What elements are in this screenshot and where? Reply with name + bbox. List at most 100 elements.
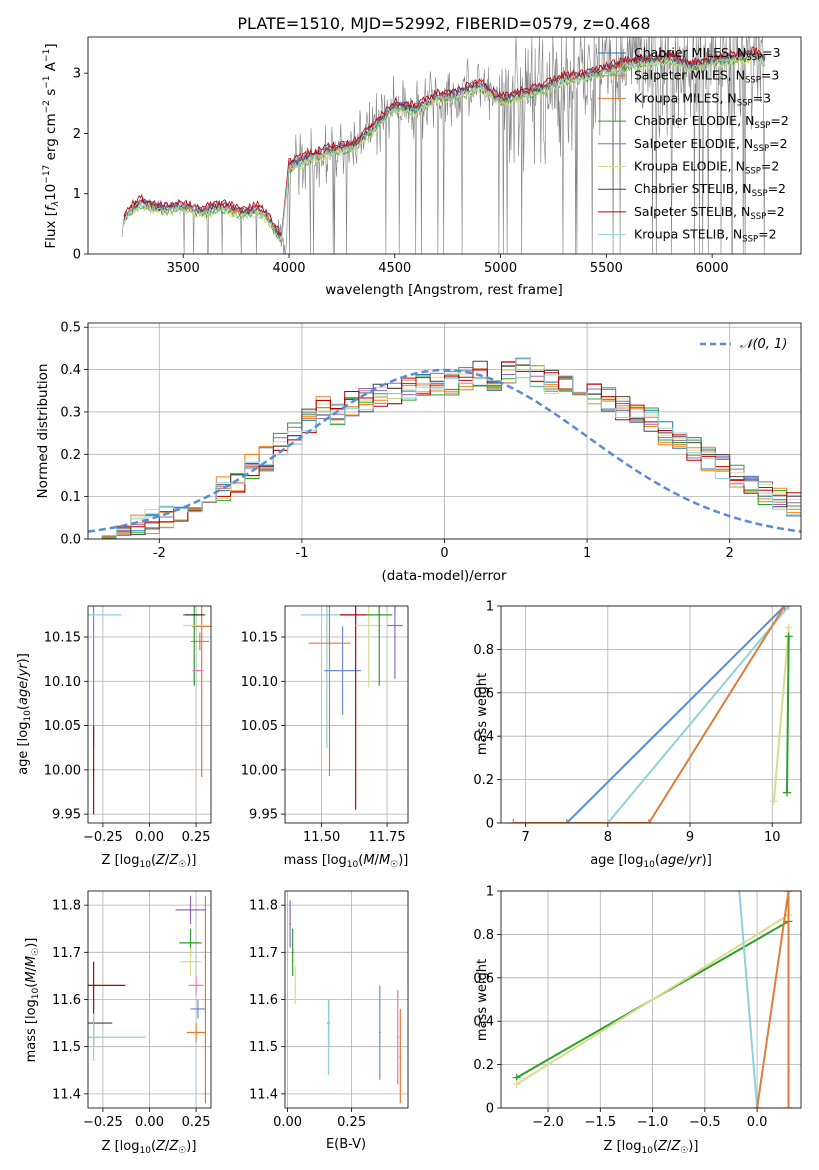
residual-y-ticks: 0.0 0.1 0.2 0.3 0.4 0.5 (60, 321, 88, 548)
mass-weight-vs-z-x-ticks: −2.0 −1.5 −1.0 −0.5 0.0 (532, 1108, 767, 1130)
data-point (193, 613, 196, 616)
x-tick-label: 0.25 (337, 1115, 366, 1130)
weight-line (772, 627, 790, 802)
weight-line (566, 606, 786, 823)
legend-label: Salpeter ELODIE, NSSP=2 (634, 136, 788, 154)
x-tick-label: 7 (522, 830, 530, 845)
data-point (328, 642, 331, 645)
legend-label: Salpeter STELIB, NSSP=2 (634, 204, 785, 222)
age-vs-z-plot-area (88, 606, 211, 823)
y-tick-label: 11.7 (249, 946, 278, 961)
data-point (204, 998, 207, 1001)
legend-count: =2 (770, 113, 788, 128)
grid-lines (285, 606, 408, 823)
residual-x-label: (data-model)/error (381, 568, 507, 584)
mass-weight-vs-z-y-ticks: 0 0.2 0.4 0.6 0.8 1 (473, 885, 501, 1117)
legend-label: Kroupa MILES, NSSP=3 (634, 90, 771, 108)
y-tick-label: 0.5 (60, 321, 81, 336)
weight-marker (753, 1104, 762, 1108)
age-vs-mass-y-ticks: 9.95 10.00 10.05 10.10 10.15 (241, 631, 285, 823)
legend-subscript: SSP (737, 98, 753, 108)
x-tick-label: 3500 (167, 261, 200, 276)
data-point (189, 908, 192, 911)
weight-marker (644, 819, 653, 823)
data-point (92, 613, 95, 616)
residual-x-ticks: -2 -1 0 1 2 (153, 539, 734, 561)
spectrum-frame (87, 36, 802, 255)
y-tick-label: 11.5 (52, 1040, 81, 1055)
x-tick-label: 5000 (484, 261, 517, 276)
legend-count: =3 (753, 90, 771, 105)
weight-marker (783, 788, 792, 797)
y-tick-label: 11.6 (249, 993, 278, 1008)
data-point (196, 1007, 199, 1010)
data-point (189, 941, 192, 944)
mass-weight-vs-age-panel: 7 8 9 10 0 0.2 0.4 0.6 0.8 1 age [log10(age/yr)]… (473, 600, 802, 870)
y-tick-label: 11.6 (52, 993, 81, 1008)
legend-label: Chabrier STELIB, NSSP=2 (634, 181, 786, 199)
x-tick-label: 11.50 (303, 830, 340, 845)
y-tick-label: 2 (73, 127, 81, 142)
y-tick-label: 0.0 (60, 533, 81, 548)
x-tick-label: 4500 (378, 261, 411, 276)
y-tick-label: 3 (73, 67, 81, 82)
y-tick-label: 0.2 (473, 773, 494, 788)
residual-legend: 𝒩(0, 1) (700, 337, 787, 352)
mass-vs-ebv-y-ticks: 11.4 11.5 11.6 11.7 11.8 (249, 899, 285, 1102)
normal-curve (87, 368, 802, 533)
mass-weight-vs-z-frame (500, 890, 802, 1109)
age-vs-z-panel: −0.25 0.00 0.25 9.95 10.00 10.05 10.10 10.15 Z… (16, 605, 212, 870)
y-tick-label: 10.00 (44, 763, 81, 778)
y-tick-label: 0.6 (473, 686, 494, 701)
mass-vs-z-y-ticks: 11.4 11.5 11.6 11.7 11.8 (52, 899, 88, 1102)
weight-marker (562, 819, 571, 823)
residual-plot-area (87, 323, 802, 540)
mass-vs-ebv-x-ticks: 0.00 0.25 (273, 1108, 366, 1130)
y-tick-label: 0.3 (60, 405, 81, 420)
y-tick-label: 10.15 (241, 631, 278, 646)
legend-label: Chabrier ELODIE, NSSP=2 (634, 113, 789, 131)
mass-vs-ebv-x-label: E(B-V) (326, 1137, 366, 1152)
y-tick-label: 0.8 (473, 643, 494, 658)
weight-line (513, 606, 786, 823)
age-vs-mass-frame (284, 605, 409, 824)
normal-legend-label: 𝒩(0, 1) (740, 337, 787, 352)
legend-subscript: SSP (746, 53, 762, 63)
residual-panel: -2 -1 0 1 2 0.0 0.1 0.2 0.3 0.4 0.5 (data-model)/… (35, 321, 802, 584)
data-point (196, 669, 199, 672)
weight-marker (509, 819, 518, 823)
spectrum-x-label: wavelength [Angstrom, rest frame] (325, 282, 563, 298)
x-tick-label: −0.25 (83, 830, 123, 845)
legend-label: Kroupa ELODIE, NSSP=2 (634, 159, 779, 177)
mass-weight-vs-age-frame (500, 605, 802, 824)
age-vs-z-x-ticks: −0.25 0.00 0.25 (83, 823, 211, 845)
y-tick-label: 1 (486, 600, 494, 615)
y-tick-label: 0 (486, 1102, 494, 1117)
y-tick-label: 10.05 (241, 719, 278, 734)
y-tick-label: 10.05 (44, 719, 81, 734)
data-point (327, 1036, 330, 1039)
spectrum-title: PLATE=1510, MJD=52992, FIBERID=0579, z=0… (237, 14, 650, 33)
y-tick-label: 0.4 (473, 1015, 494, 1030)
y-tick-label: 1 (486, 885, 494, 900)
weight-line (607, 606, 790, 823)
y-tick-label: 11.8 (52, 899, 81, 914)
y-tick-label: 10.10 (241, 675, 278, 690)
mass-weight-vs-age-x-label: age [log10(age/yr)] (590, 853, 712, 870)
weight-marker (769, 797, 778, 806)
model-series-line (123, 54, 766, 241)
legend-subscript: SSP (745, 167, 761, 177)
y-tick-label: 11.5 (249, 1040, 278, 1055)
error-bar-group (300, 606, 403, 810)
y-tick-label: 0.8 (473, 928, 494, 943)
data-point (198, 640, 201, 643)
y-tick-label: 0 (486, 817, 494, 832)
data-point (354, 613, 357, 616)
legend-subscript: SSP (753, 144, 769, 154)
y-tick-label: 11.4 (52, 1087, 81, 1102)
spectrum-legend: Chabrier MILES, NSSP=3 Salpeter MILES, NS… (598, 45, 789, 245)
y-tick-label: 10.10 (44, 675, 81, 690)
mass-vs-z-x-label: Z [log10(Z/Z☉)] (102, 1139, 197, 1156)
mass-vs-ebv-plot-area (285, 891, 408, 1108)
